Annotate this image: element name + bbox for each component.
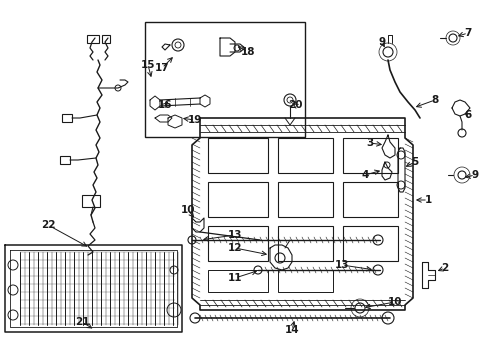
Bar — [278, 138, 333, 173]
Bar — [208, 226, 268, 261]
Bar — [343, 226, 398, 261]
Bar — [60, 156, 70, 164]
Bar — [208, 270, 268, 292]
Bar — [208, 182, 268, 217]
Bar — [278, 226, 333, 261]
Text: 15: 15 — [141, 60, 155, 70]
Text: 17: 17 — [155, 63, 170, 73]
Text: 19: 19 — [188, 115, 202, 125]
Text: 3: 3 — [367, 138, 373, 148]
Bar — [87, 35, 99, 43]
Bar — [278, 182, 333, 217]
Text: 10: 10 — [388, 297, 402, 307]
Text: 16: 16 — [158, 100, 172, 110]
Text: 1: 1 — [424, 195, 432, 205]
Text: 9: 9 — [378, 37, 386, 47]
Text: 18: 18 — [241, 47, 255, 57]
Text: 21: 21 — [75, 317, 89, 327]
Text: 9: 9 — [471, 170, 479, 180]
Bar — [102, 35, 110, 43]
Text: 4: 4 — [361, 170, 368, 180]
Text: 12: 12 — [228, 243, 242, 253]
Text: 8: 8 — [431, 95, 439, 105]
Bar — [208, 138, 268, 173]
Text: 13: 13 — [335, 260, 349, 270]
Text: 5: 5 — [412, 157, 418, 167]
Text: 6: 6 — [465, 110, 471, 120]
Text: 10: 10 — [181, 205, 195, 215]
Text: 20: 20 — [288, 100, 302, 110]
Bar — [343, 138, 398, 173]
Text: 11: 11 — [228, 273, 242, 283]
Bar — [278, 270, 333, 292]
Text: 7: 7 — [465, 28, 472, 38]
Bar — [145, 22, 305, 137]
Text: 22: 22 — [41, 220, 55, 230]
Text: 14: 14 — [285, 325, 299, 335]
Text: 2: 2 — [441, 263, 449, 273]
Text: 13: 13 — [228, 230, 242, 240]
Bar — [82, 195, 100, 207]
Bar — [62, 114, 72, 122]
Bar — [343, 182, 398, 217]
